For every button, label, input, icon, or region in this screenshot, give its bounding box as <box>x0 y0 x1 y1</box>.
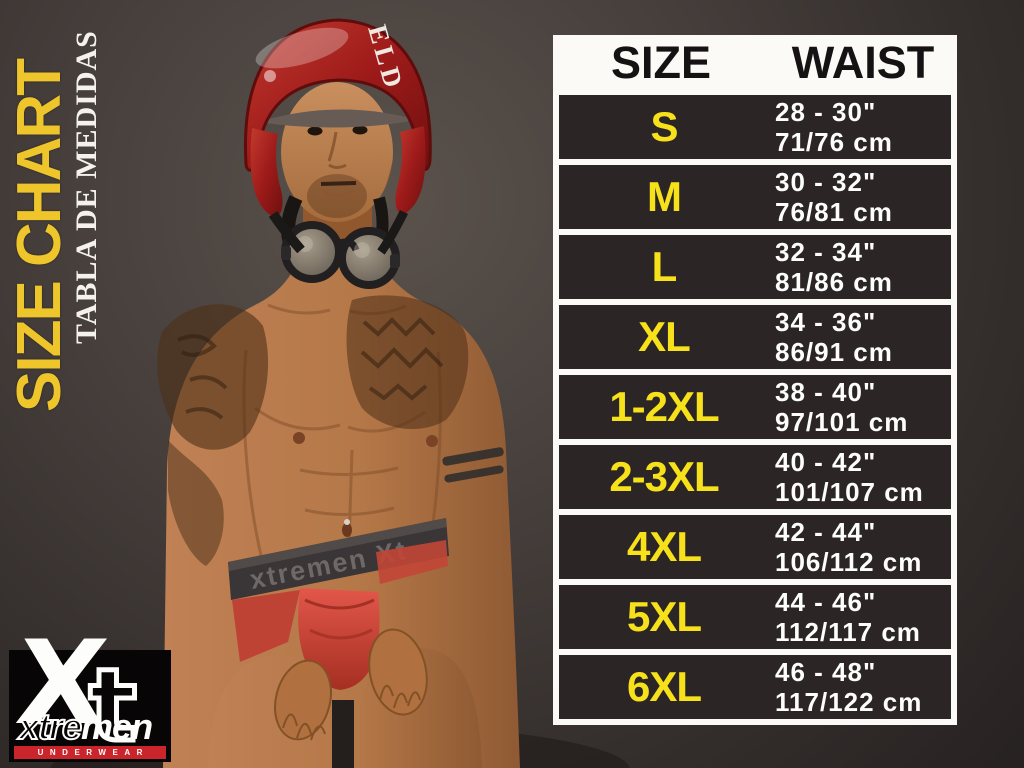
waist-cm: 81/86 cm <box>775 267 893 297</box>
table-row: M 30 - 32" 76/81 cm <box>559 165 951 229</box>
size-cell: 4XL <box>626 523 702 570</box>
waist-inches: 32 - 34" <box>775 236 877 267</box>
size-cell: S <box>650 103 678 150</box>
table-row: 5XL 44 - 46" 112/117 cm <box>559 585 951 649</box>
waist-cm: 117/122 cm <box>775 687 923 717</box>
waist-cell: 38 - 40" 97/101 cm <box>769 377 951 437</box>
table-row: XL 34 - 36" 86/91 cm <box>559 305 951 369</box>
size-cell: 2-3XL <box>609 453 719 500</box>
waist-inches: 44 - 46" <box>775 586 877 617</box>
logo-underwear-banner: UNDERWEAR <box>14 746 166 759</box>
page-subtitle: TABLA DE MEDIDAS <box>70 30 103 344</box>
xtremen-logo: X t xtremen UNDERWEAR <box>9 616 171 764</box>
red-helmet: ELD <box>243 18 432 255</box>
waist-inches: 46 - 48" <box>775 656 877 687</box>
waist-cm: 76/81 cm <box>775 197 893 227</box>
waist-inches: 30 - 32" <box>775 166 877 197</box>
waist-cm: 112/117 cm <box>775 617 921 647</box>
page-title: SIZE CHART <box>5 60 74 412</box>
waist-inches: 28 - 30" <box>775 96 877 127</box>
waist-cell: 40 - 42" 101/107 cm <box>769 447 951 507</box>
table-body: S 28 - 30" 71/76 cm M 30 - 32" 76/81 cm … <box>553 90 957 725</box>
nipple <box>293 432 305 444</box>
waist-cm: 101/107 cm <box>775 477 924 507</box>
waist-cell: 32 - 34" 81/86 cm <box>769 237 951 297</box>
table-row: S 28 - 30" 71/76 cm <box>559 95 951 159</box>
table-row: 4XL 42 - 44" 106/112 cm <box>559 515 951 579</box>
waist-cm: 97/101 cm <box>775 407 909 437</box>
size-cell: 5XL <box>626 593 702 640</box>
waist-inches: 40 - 42" <box>775 446 877 477</box>
size-cell: XL <box>638 313 691 360</box>
size-cell: M <box>647 173 682 220</box>
column-header-size: SIZE <box>610 36 712 88</box>
waist-cell: 44 - 46" 112/117 cm <box>769 587 951 647</box>
logo-letter-t: t <box>87 647 140 764</box>
waist-inches: 38 - 40" <box>775 376 877 407</box>
shoulder-tattoos <box>157 295 469 566</box>
table-header-row: SIZE WAIST <box>553 35 957 90</box>
waist-cell: 30 - 32" 76/81 cm <box>769 167 951 227</box>
size-table: SIZE WAIST S 28 - 30" 71/76 cm M 30 - 32… <box>553 35 957 725</box>
size-cell: L <box>651 243 678 290</box>
armband-tattoos <box>442 447 504 483</box>
waist-cm: 86/91 cm <box>775 337 893 367</box>
size-cell: 1-2XL <box>609 383 719 430</box>
table-row: 6XL 46 - 48" 117/122 cm <box>559 655 951 719</box>
navel-piercing <box>342 523 352 537</box>
logo-word-men: men <box>81 706 153 747</box>
logo-wordmark: xtremen <box>18 706 153 747</box>
waist-cell: 28 - 30" 71/76 cm <box>769 97 951 157</box>
logo-word-xtre: xtre <box>18 706 83 747</box>
table-row: 1-2XL 38 - 40" 97/101 cm <box>559 375 951 439</box>
waist-cell: 42 - 44" 106/112 cm <box>769 517 951 577</box>
column-header-waist: WAIST <box>791 36 935 88</box>
size-cell: 6XL <box>626 663 702 710</box>
model-figure: xtremen Xt <box>157 18 520 768</box>
waist-inches: 34 - 36" <box>775 306 877 337</box>
hands <box>274 628 428 741</box>
table-row: L 32 - 34" 81/86 cm <box>559 235 951 299</box>
waist-cm: 106/112 cm <box>775 547 923 577</box>
nipple <box>426 435 438 447</box>
waist-cell: 34 - 36" 86/91 cm <box>769 307 951 367</box>
waist-cm: 71/76 cm <box>775 127 893 157</box>
waist-cell: 46 - 48" 117/122 cm <box>769 657 951 717</box>
table-row: 2-3XL 40 - 42" 101/107 cm <box>559 445 951 509</box>
waist-inches: 42 - 44" <box>775 516 877 547</box>
